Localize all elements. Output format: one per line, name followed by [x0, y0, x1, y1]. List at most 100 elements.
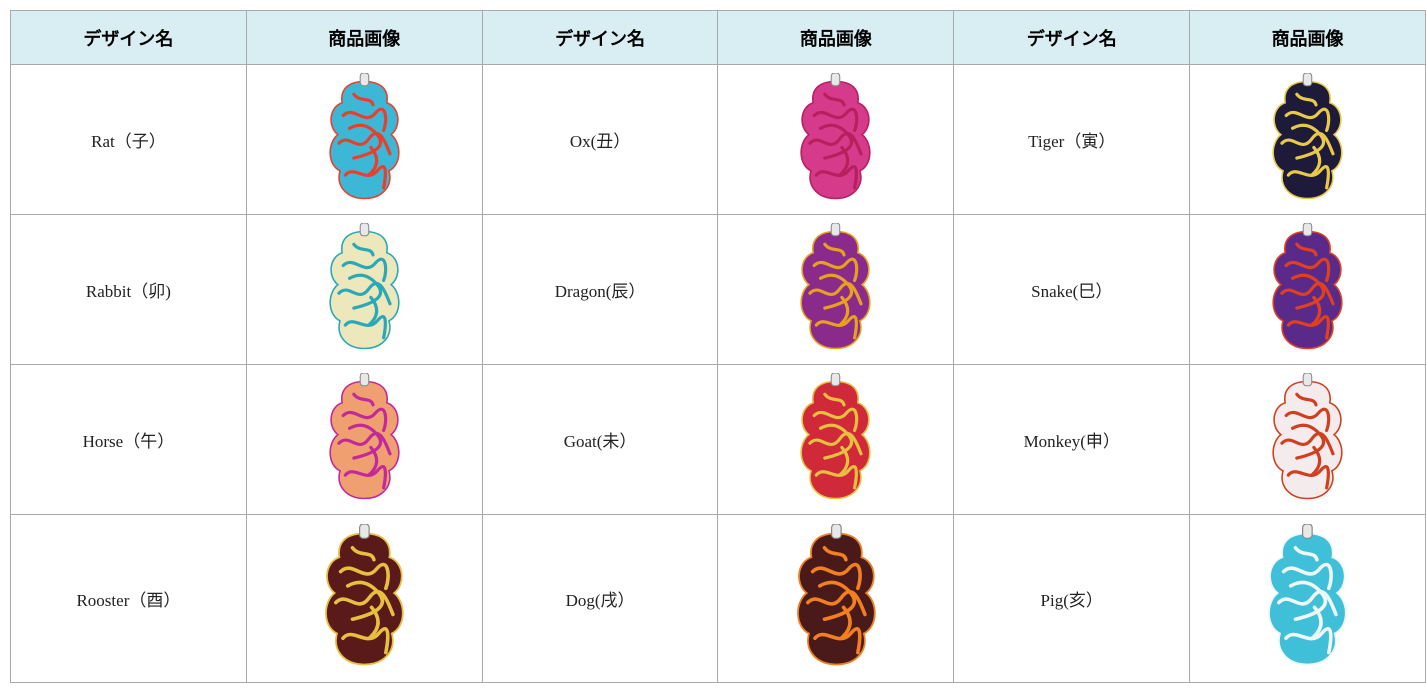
product-image [329, 222, 400, 349]
design-name: Dragon(辰） [481, 214, 719, 365]
pendant-pattern [808, 281, 864, 305]
pendant-pattern [341, 257, 387, 282]
pendant-pattern [1280, 431, 1335, 455]
pendant-clasp [359, 72, 370, 86]
product-image [329, 72, 400, 199]
pendant-pattern [337, 281, 392, 305]
design-name: Monkey(申） [953, 364, 1191, 515]
pendant-clasp [1302, 72, 1313, 86]
pendant-pattern [823, 242, 847, 256]
pendant-pattern [350, 545, 376, 561]
pendant-pattern [838, 295, 850, 327]
design-name: Rat（子） [10, 64, 247, 215]
pendant-clasp [359, 222, 370, 236]
pendant-pattern [366, 295, 379, 327]
pendant-pattern [808, 131, 864, 155]
zodiac-table: デザイン名 商品画像 デザイン名 商品画像 デザイン名 商品画像 Rat（子） Ox(丑） T… [10, 10, 1426, 683]
pendant-pattern [1295, 392, 1318, 406]
header-cell: デザイン名 [10, 10, 247, 65]
pendant-pattern [819, 273, 854, 310]
table-row: Rooster（酉） Dog(戌） Pig(亥） [10, 514, 1426, 683]
pendant-pattern [1310, 295, 1322, 327]
pendant-clasp [831, 222, 841, 236]
image-cell [717, 64, 955, 215]
image-cell [1189, 364, 1426, 515]
pendant-pattern [1284, 107, 1331, 132]
image-cell [1189, 514, 1426, 683]
pendant-pattern [1291, 123, 1326, 160]
pendant-clasp [830, 523, 842, 539]
pendant-clasp [359, 372, 370, 386]
pendant-pattern [810, 562, 862, 590]
pendant-pattern [1284, 257, 1331, 282]
header-cell: デザイン名 [953, 10, 1191, 65]
pendant-pattern [838, 605, 852, 640]
header-row: デザイン名 商品画像 デザイン名 商品画像 デザイン名 商品画像 [10, 10, 1426, 65]
image-cell [1189, 64, 1426, 215]
pendant-pattern [813, 257, 859, 282]
pendant-clasp [831, 372, 841, 386]
product-image [1268, 523, 1347, 665]
pendant-pattern [345, 580, 385, 621]
pendant-pattern [822, 545, 848, 561]
pendant-pattern [805, 589, 867, 616]
design-name: Dog(戌） [481, 514, 719, 683]
pendant-pattern [366, 445, 379, 477]
image-cell [245, 64, 483, 215]
header-cell: 商品画像 [1189, 10, 1426, 65]
pendant-pattern [813, 407, 859, 432]
pendant-pattern [1286, 464, 1331, 489]
pendant-pattern [343, 164, 387, 189]
table-body: Rat（子） Ox(丑） Tiger（寅） Rabbit（卯) Dragon(辰） Sna… [10, 64, 1426, 683]
pendant-pattern [1286, 164, 1331, 189]
pendant-clasp [1302, 523, 1313, 539]
image-cell [245, 214, 483, 365]
design-name: Pig(亥） [953, 514, 1191, 683]
pendant-pattern [815, 164, 859, 189]
pendant-pattern [1293, 545, 1319, 561]
pendant-pattern [352, 92, 375, 106]
table-header: デザイン名 商品画像 デザイン名 商品画像 デザイン名 商品画像 [10, 10, 1426, 65]
design-name: Horse（午） [10, 364, 247, 515]
pendant-pattern [819, 123, 854, 160]
product-image [324, 523, 404, 665]
image-cell [717, 214, 955, 365]
product-image [1272, 222, 1343, 349]
product-image [796, 523, 876, 665]
pendant-pattern [1291, 273, 1326, 310]
pendant-clasp [1302, 222, 1313, 236]
product-image [329, 372, 400, 499]
design-name: Ox(丑） [481, 64, 719, 215]
pendant-pattern [1277, 589, 1338, 616]
pendant-pattern [1280, 281, 1335, 305]
design-name: Snake(巳） [953, 214, 1191, 365]
pendant-pattern [1286, 314, 1331, 339]
pendant-pattern [1281, 562, 1334, 590]
design-name: Rooster（酉） [10, 514, 247, 683]
pendant-pattern [815, 314, 859, 339]
pendant-clasp [1302, 372, 1313, 386]
pendant-clasp [831, 72, 841, 86]
pendant-pattern [813, 107, 859, 132]
product-image [800, 222, 871, 349]
pendant-pattern [367, 605, 380, 640]
pendant-pattern [338, 562, 390, 590]
pendant-pattern [352, 242, 375, 256]
header-cell: デザイン名 [481, 10, 719, 65]
image-cell [717, 514, 955, 683]
header-cell: 商品画像 [245, 10, 483, 65]
pendant-pattern [823, 392, 847, 406]
table-row: Horse（午） Goat(未） Monkey(申） [10, 364, 1426, 515]
pendant-pattern [347, 423, 382, 460]
pendant-pattern [819, 423, 854, 460]
pendant-pattern [808, 431, 864, 455]
pendant-pattern [1280, 131, 1335, 155]
product-image [1272, 372, 1343, 499]
product-image [1272, 72, 1343, 199]
pendant-pattern [1291, 423, 1326, 460]
pendant-pattern [838, 445, 850, 477]
table-row: Rat（子） Ox(丑） Tiger（寅） [10, 64, 1426, 215]
pendant-pattern [817, 580, 856, 621]
pendant-pattern [337, 131, 392, 155]
